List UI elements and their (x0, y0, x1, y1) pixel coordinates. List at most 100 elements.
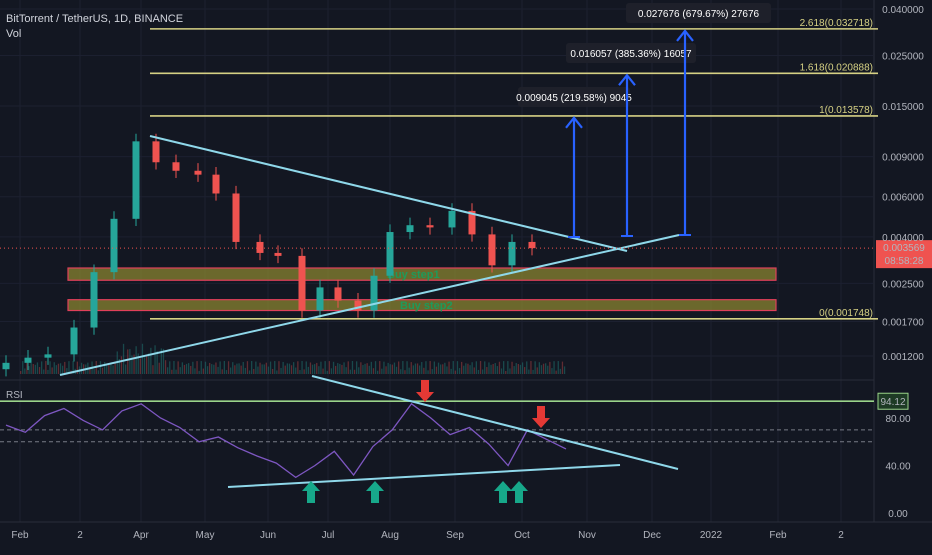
volume-bar-72 (171, 369, 173, 374)
volume-bar-93 (215, 362, 217, 374)
fib-level-label-1: 1(0.013578) (819, 105, 873, 116)
volume-bar-253 (551, 368, 553, 374)
volume-bar-183 (404, 370, 406, 374)
volume-bar-217 (475, 361, 477, 374)
target-arrow-head-3 (676, 29, 694, 42)
volume-bar-125 (282, 361, 284, 374)
volume-bar-5 (30, 363, 32, 374)
volume-bar-25 (72, 361, 74, 374)
volume-bar-179 (395, 366, 398, 374)
volume-bar-81 (190, 365, 192, 374)
volume-bar-94 (217, 366, 219, 374)
volume-bar-20 (62, 365, 64, 374)
volume-bar-116 (263, 364, 265, 374)
candle-body-6 (110, 218, 118, 273)
volume-bar-185 (408, 367, 410, 374)
volume-bar-128 (288, 363, 291, 374)
volume-bar-135 (303, 369, 305, 374)
volume-bar-234 (511, 361, 513, 374)
volume-bar-205 (450, 368, 452, 374)
candle-body-2 (24, 357, 32, 363)
volume-bar-68 (162, 348, 165, 374)
volume-bar-252 (549, 361, 551, 374)
volume-bar-212 (465, 363, 467, 374)
volume-bar-156 (347, 361, 349, 374)
volume-bar-154 (343, 362, 345, 374)
target-label-box-2 (566, 43, 696, 63)
volume-bar-142 (318, 366, 320, 374)
volume-bar-7 (34, 364, 36, 374)
volume-bar-84 (196, 361, 198, 374)
volume-bar-165 (366, 363, 368, 374)
buy-zone-2 (67, 299, 777, 312)
volume-bar-136 (305, 361, 307, 374)
volume-bar-161 (358, 367, 360, 374)
volume-bar-2 (24, 368, 26, 374)
volume-bar-248 (540, 365, 543, 374)
volume-bar-108 (246, 361, 249, 374)
volume-bar-130 (293, 362, 295, 374)
target-label-3: 0.027676 (679.67%) 27676 (638, 9, 760, 20)
volume-bar-159 (353, 369, 356, 374)
target-arrow-head-1 (565, 115, 583, 129)
rsi-overbought-label: 94.12 (880, 397, 905, 408)
volume-bar-53 (131, 355, 133, 374)
price-tick-7: 0.001700 (882, 318, 924, 329)
volume-bar-259 (563, 366, 566, 374)
volume-bar-118 (267, 366, 270, 374)
volume-bar-8 (36, 362, 39, 374)
volume-bar-223 (488, 362, 490, 374)
volume-bar-123 (278, 361, 280, 374)
volume-bar-151 (337, 363, 339, 374)
volume-bar-89 (206, 366, 209, 374)
volume-bar-243 (530, 361, 532, 374)
volume-bar-56 (137, 353, 139, 374)
volume-bar-226 (494, 363, 496, 374)
volume-bar-247 (538, 362, 540, 374)
volume-bar-88 (204, 361, 207, 374)
last-price-label: 0.003569 (883, 243, 925, 254)
volume-bar-55 (135, 346, 137, 374)
volume-bar-197 (433, 361, 435, 374)
sell-signal-arrow-2 (532, 406, 550, 428)
time-tick-8: Oct (514, 530, 530, 541)
vol-label: Vol (6, 28, 22, 40)
volume-bar-209 (458, 368, 461, 374)
volume-bar-176 (389, 364, 391, 374)
volume-bar-204 (448, 361, 450, 374)
volume-bar-95 (219, 361, 221, 374)
trendline-resistance (149, 135, 628, 252)
volume-bar-254 (553, 361, 555, 374)
candle-body-11 (212, 174, 220, 194)
target-label-1: 0.009045 (219.58%) 9045 (516, 93, 632, 104)
volume-bar-224 (490, 364, 492, 374)
volume-bar-231 (505, 370, 507, 374)
volume-bar-211 (463, 365, 465, 374)
time-tick-5: Jul (322, 530, 335, 541)
volume-bar-39 (101, 367, 104, 374)
volume-bar-196 (431, 369, 433, 374)
volume-bar-110 (251, 361, 253, 374)
rsi-trendline-resistance (311, 375, 679, 470)
volume-bar-66 (158, 362, 160, 374)
trendline-support (59, 234, 680, 376)
volume-bar-96 (221, 369, 223, 374)
volume-bar-19 (59, 363, 62, 374)
volume-bar-131 (295, 367, 297, 374)
volume-bar-98 (225, 370, 228, 374)
last-price-countdown: 08:58:28 (885, 256, 924, 267)
volume-bar-178 (393, 362, 396, 374)
volume-bar-157 (349, 369, 351, 374)
volume-bar-100 (230, 367, 232, 374)
volume-bar-163 (362, 365, 364, 374)
volume-bar-11 (43, 369, 45, 374)
candle-body-9 (172, 162, 180, 171)
volume-bar-58 (141, 343, 144, 374)
volume-bar-140 (314, 364, 316, 374)
volume-bar-187 (412, 365, 414, 374)
volume-bar-101 (232, 362, 234, 374)
volume-bar-85 (198, 370, 200, 374)
rsi-tick-2: 0.00 (888, 509, 908, 520)
candle-body-1 (2, 362, 10, 370)
